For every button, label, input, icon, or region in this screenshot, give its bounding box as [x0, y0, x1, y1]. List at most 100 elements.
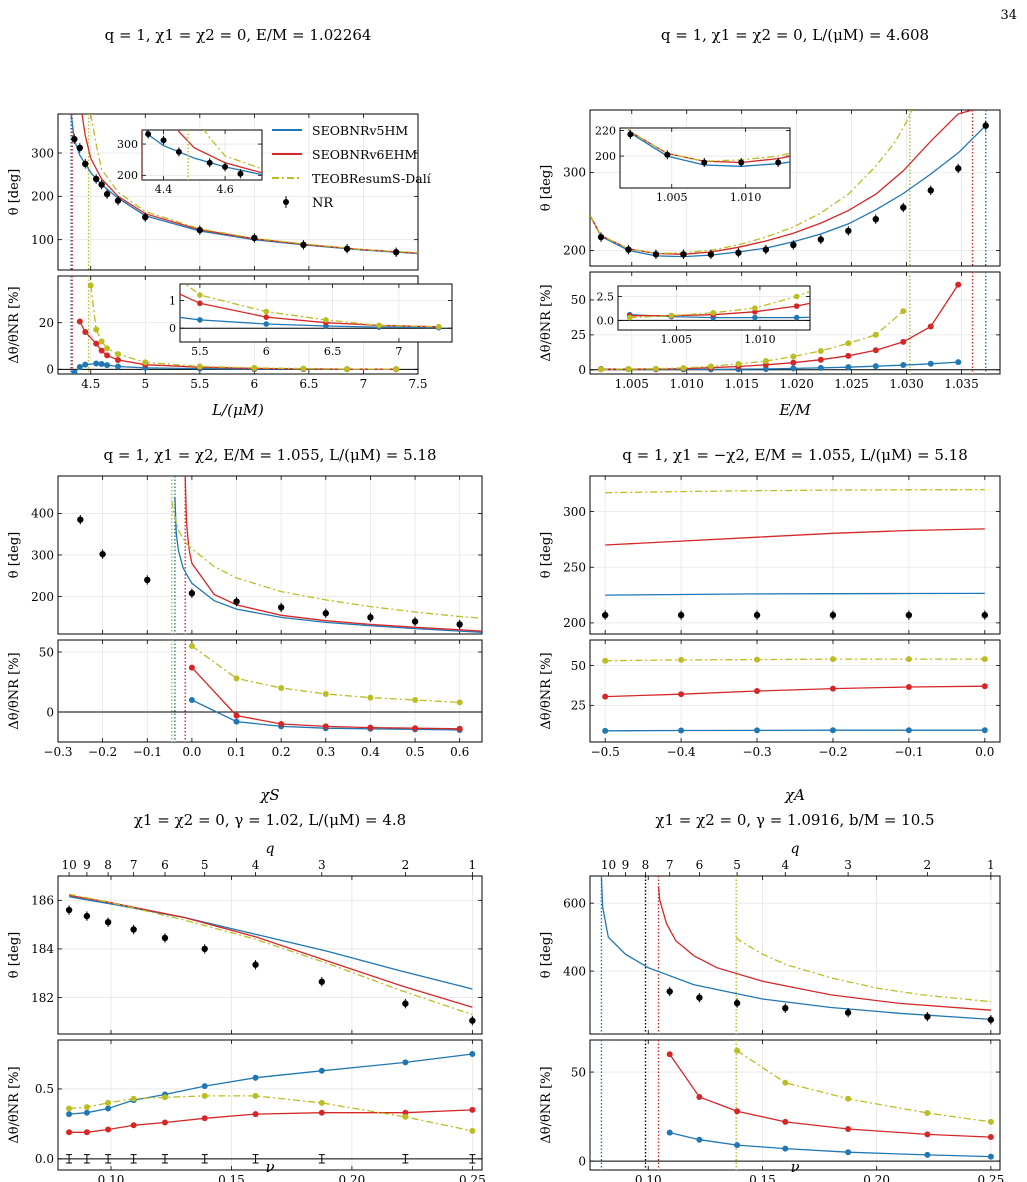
bottom-right-top-ytick-label: 400 [563, 964, 586, 978]
bottom-left-q-tick-label: 10 [61, 858, 76, 872]
top-right-bottom-xtick-label: 1.010 [670, 377, 704, 391]
top-right-inset-bottom-point-teobresums-dal- [793, 293, 800, 300]
middle-left-ylabel-top: θ [deg] [7, 532, 22, 578]
top-right-top-line-seobnrv6ehm [590, 110, 973, 255]
top-left-bottom-point-seobnrv6ehm [82, 329, 89, 335]
bottom-right-q-tick-label: 4 [781, 858, 789, 872]
top-left-inset-top-nr-point [237, 170, 244, 177]
bottom-left-bottom-point-seobnrv6ehm [402, 1109, 409, 1116]
top-left-inset-bottom-point-seobnrv5hm [98, 292, 104, 298]
top-right-top-nr-point [845, 227, 852, 235]
bottom-right-bottom-point-seobnrv6ehm [666, 1051, 673, 1058]
bottom-left-top-nr-point [201, 945, 208, 953]
top-left-inset-bottom-point-seobnrv6ehm [131, 270, 137, 276]
page-number: 34 [1000, 8, 1017, 23]
bottom-right-bottom-point-teobresums-dal- [924, 1110, 931, 1117]
middle-right-top-ytick-label: 250 [563, 561, 586, 575]
middle-left-ylabel-bottom: Δθ/θNR [%] [7, 652, 22, 729]
middle-left-bottom-xtick-label: −0.1 [133, 745, 162, 759]
top-right-bottom-point-teobresums-dal- [900, 308, 907, 315]
middle-right-top-ytick-label: 200 [563, 616, 586, 630]
top-right-bottom-xtick-label: 1.005 [615, 377, 649, 391]
top-left-inset-bottom-point-seobnrv5hm [78, 262, 84, 268]
top-right-bottom-point-seobnrv5hm [927, 360, 934, 367]
bottom-right-bottom-point-seobnrv6ehm [782, 1118, 789, 1125]
middle-right-top-line-seobnrv5hm [605, 592, 985, 596]
bottom-right-bottom-line-seobnrv6ehm [669, 1053, 991, 1138]
top-left-bottom-point-seobnrv6ehm [98, 347, 105, 354]
middle-left-top-ytick-label: 300 [31, 548, 54, 562]
bottom-left-ylabel-bottom: Δθ/θNR [%] [7, 1066, 22, 1143]
top-right-top-nr-point [872, 216, 879, 223]
middle-left-bottom-point-seobnrv6ehm [233, 712, 240, 719]
middle-left-bottom-xtick-label: 0.2 [272, 745, 291, 759]
top-left-bottom-point-teobresums-dal- [300, 365, 307, 372]
middle-right-bottom-point-seobnrv5hm [602, 727, 609, 734]
middle-right-bottom-ytick-label: 25 [571, 699, 586, 713]
bottom-left-bottom-point-teobresums-dal- [105, 1099, 112, 1106]
middle-right-top-nr-point [753, 611, 761, 619]
middle-left-bottom-frame [57, 639, 483, 743]
bottom-right-top-nr-point [782, 1004, 789, 1012]
middle-right-bottom-point-seobnrv5hm [905, 727, 912, 734]
bottom-left-q-tick-label: 7 [130, 858, 138, 872]
bottom-left-top-ytick-label: 182 [31, 991, 54, 1005]
top-right-inset-bottom-point-seobnrv5hm [877, 312, 883, 318]
top-right-bottom-point-seobnrv6ehm [817, 356, 824, 363]
top-left-inset-bottom-point-seobnrv5hm [197, 317, 203, 323]
top-left-inset-bottom-xtick-label: 6 [263, 345, 270, 358]
middle-left-bottom-xtick-label: 0.6 [450, 745, 469, 759]
bottom-right-bottom-xtick-label: 0.10 [635, 1173, 662, 1182]
top-right-bottom-point-seobnrv6ehm [955, 281, 962, 288]
middle-left-bottom-xtick-label: 0.0 [182, 745, 201, 759]
bottom-right-top-nr-point [844, 1009, 852, 1016]
middle-right-bottom-point-teobresums-dal- [678, 656, 685, 663]
middle-right-bottom-point-seobnrv5hm [829, 727, 836, 734]
bottom-right-top-ytick-label: 600 [563, 896, 586, 910]
top-right-bottom-point-teobresums-dal- [707, 363, 714, 370]
top-right-inset-bottom-point-teobresums-dal- [752, 305, 758, 311]
middle-left-top-ytick-label: 200 [31, 590, 54, 604]
bottom-right-q-tick-label: 9 [622, 858, 630, 872]
top-right-inset-bottom-point-teobresums-dal- [668, 312, 675, 319]
top-left-bottom-point-seobnrv6ehm [93, 340, 100, 347]
bottom-left-bottom-point-seobnrv5hm [252, 1074, 259, 1081]
top-right-bottom-point-teobresums-dal- [735, 360, 742, 367]
middle-right-top-nr-point [829, 611, 837, 619]
top-left-inset-bottom-point-teobresums-dal- [131, 243, 137, 249]
middle-right-top-frame [589, 475, 1001, 635]
top-left-top-nr-point [98, 181, 105, 188]
top-right-top-nr-point [817, 236, 825, 243]
top-left-top-ytick-label: 300 [31, 146, 54, 160]
bottom-right-q-tick-label: 1 [987, 858, 995, 872]
middle-right-bottom-point-teobresums-dal- [602, 657, 609, 664]
bottom-left-bottom-point-seobnrv6ehm [469, 1106, 476, 1113]
top-right-inset-bottom-point-teobresums-dal- [919, 227, 925, 233]
middle-right-bottom-line-seobnrv5hm [605, 729, 985, 732]
top-right-bottom-xtick-label: 1.035 [944, 377, 978, 391]
bottom-right-top-line-seobnrv6ehm [657, 886, 991, 1011]
bottom-left-top-nr-point [402, 1000, 409, 1007]
top-left-inset-top-nr-point [499, 197, 505, 203]
top-right-inset-top-nr-point [849, 152, 855, 158]
top-left-ylabel-bottom: Δθ/θNR [%] [7, 286, 22, 363]
bottom-left-bottom-point-seobnrv5hm [66, 1111, 73, 1118]
bottom-left-top-nr-point [65, 906, 73, 914]
top-right-top-nr-point [597, 233, 605, 241]
middle-right-bottom-point-seobnrv6ehm [829, 685, 836, 692]
top-right-inset-top-xtick-label: 1.005 [656, 191, 688, 204]
middle-right-bottom-xtick-label: −0.5 [591, 745, 620, 759]
top-left-top-nr-point [392, 249, 400, 256]
top-right-bottom-point-teobresums-dal- [680, 364, 687, 371]
top-right-bottom-point-teobresums-dal- [845, 340, 852, 347]
top-left-top-frame [57, 113, 419, 271]
top-left-inset-bottom-point-teobresums-dal- [98, 146, 104, 152]
top-right-bottom-point-seobnrv5hm [900, 362, 907, 369]
top-right-ylabel-top: θ [deg] [539, 165, 554, 211]
middle-left-bottom-point-seobnrv5hm [188, 697, 195, 703]
top-left-top-nr-point [71, 135, 78, 143]
top-left-bottom-point-seobnrv6ehm [76, 318, 83, 325]
top-right-ylabel-bottom: Δθ/θNR [%] [539, 284, 554, 361]
top-right-inset-top-frame [619, 127, 791, 189]
top-left-top-ytick-label: 200 [31, 190, 54, 204]
